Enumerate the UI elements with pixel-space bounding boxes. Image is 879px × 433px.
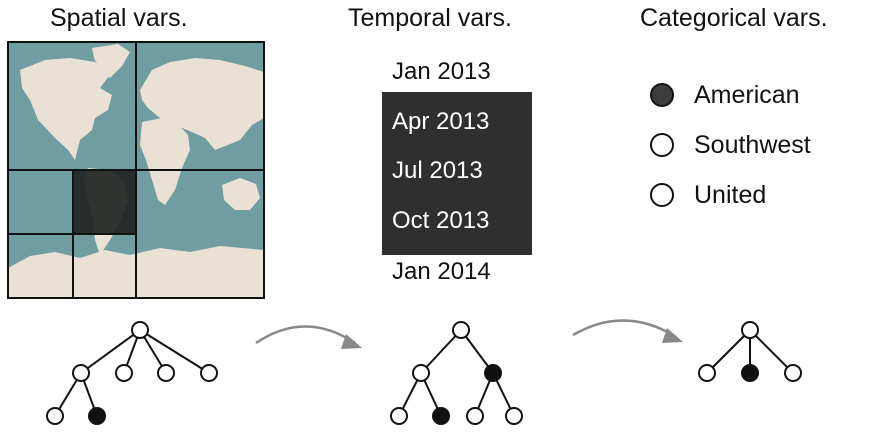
africa-shape: [140, 118, 190, 205]
radio-empty-icon: [650, 133, 674, 157]
greenland-shape: [92, 44, 130, 78]
tree-node: [452, 321, 470, 339]
tree-node: [505, 407, 523, 425]
heading-temporal: Temporal vars.: [348, 4, 512, 32]
tree-node: [115, 364, 133, 382]
time-item: Jan 2014: [392, 258, 491, 285]
selected-quad: [74, 171, 137, 234]
quadtree-grid: [7, 41, 265, 299]
tree-node: [131, 321, 149, 339]
heading-spatial: Spatial vars.: [50, 4, 188, 32]
tree-node-selected: [741, 364, 759, 382]
tree-node: [466, 407, 484, 425]
tree-node-selected: [88, 407, 106, 425]
tree-node: [72, 364, 90, 382]
tree-node: [698, 364, 716, 382]
tree-node: [784, 364, 802, 382]
tree-node: [46, 407, 64, 425]
tree-node: [741, 321, 759, 339]
radio-empty-icon: [650, 183, 674, 207]
temporal-selection-box: [382, 92, 532, 255]
time-item: Jan 2013: [392, 58, 491, 85]
curved-arrow-icon: [255, 325, 362, 349]
tree-node: [157, 364, 175, 382]
tree-node: [412, 364, 430, 382]
tree-node: [200, 364, 218, 382]
radio-filled-icon: [650, 83, 674, 107]
time-item-selected: Apr 2013: [392, 108, 490, 135]
category-label: American: [694, 80, 800, 109]
time-item-selected: Jul 2013: [392, 157, 483, 184]
category-item-southwest: Southwest: [650, 129, 811, 161]
curved-arrow-icon: [572, 319, 683, 343]
category-item-united: United: [650, 179, 766, 211]
australia-shape: [222, 178, 260, 210]
time-item-selected: Oct 2013: [392, 207, 490, 234]
category-label: Southwest: [694, 130, 811, 159]
tree-node-selected: [484, 364, 502, 382]
eurasia-shape: [140, 58, 264, 150]
category-label: United: [694, 180, 767, 209]
heading-categorical: Categorical vars.: [640, 4, 828, 32]
category-item-american: American: [650, 79, 800, 111]
tree-node: [390, 407, 408, 425]
tree-categorical: [698, 321, 802, 382]
tree-node-selected: [432, 407, 450, 425]
tree-temporal: [390, 321, 523, 425]
tree-spatial: [46, 321, 218, 425]
north-america-shape: [20, 58, 112, 160]
